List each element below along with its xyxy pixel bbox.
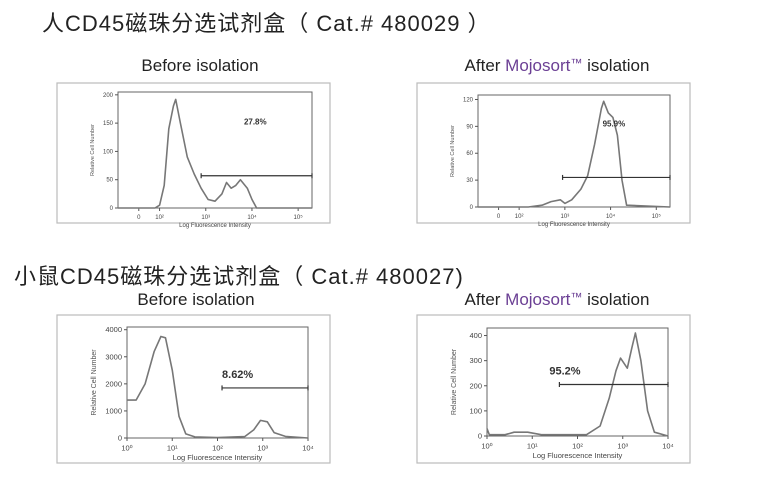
y-tick-label: 300	[469, 356, 482, 365]
y-tick-label: 150	[103, 121, 114, 127]
histogram-curve	[118, 98, 312, 209]
panel-frame	[416, 82, 691, 224]
y-tick-label: 4000	[105, 325, 122, 334]
y-tick-label: 0	[478, 432, 482, 441]
plot-area	[117, 91, 313, 209]
y-axis-label: Relative Cell Number	[90, 124, 96, 176]
human-before-subtitle: Before isolation	[141, 56, 259, 75]
x-axis-label: Log Fluorescence Intensity	[173, 453, 263, 462]
y-tick-label: 200	[469, 381, 482, 390]
trademark: ™	[570, 56, 583, 70]
y-axis-label: Relative Cell Number	[450, 125, 456, 177]
x-tick-label: 10⁴	[662, 442, 674, 451]
x-tick-label: 10⁴	[247, 214, 257, 221]
human-kit-title: 人CD45磁珠分选试剂盒（ Cat.# 480029 ）	[42, 11, 491, 36]
histogram-panel-mouse-before: 0 1000 2000 3000 4000 10⁰ 10¹ 10² 10³ 10⁴ Log Fluo…	[56, 314, 331, 464]
x-tick-label: 10¹	[167, 444, 178, 453]
mouse-after-subtitle: After Mojosort™ isolation	[465, 290, 650, 310]
y-tick-label: 200	[103, 93, 114, 99]
x-tick-label: 10⁴	[302, 444, 314, 453]
brand-name: Mojosort	[505, 290, 571, 309]
histogram-curve	[127, 335, 309, 439]
plot-area	[486, 327, 669, 437]
y-tick-label: 0	[470, 205, 474, 211]
x-tick-label: 10⁴	[606, 213, 616, 220]
x-tick-label: 10³	[561, 214, 570, 220]
y-tick-label: 100	[103, 149, 114, 155]
y-tick-label: 400	[469, 331, 482, 340]
x-tick-label: 10¹	[527, 442, 538, 451]
y-tick-label: 120	[463, 97, 474, 103]
after-text: After	[464, 56, 506, 75]
y-tick-label: 90	[466, 124, 473, 130]
plot-area	[126, 326, 309, 439]
brand-name: Mojosort	[505, 56, 571, 75]
x-tick-label: 10³	[257, 444, 268, 453]
y-axis-label: Relative Cell Number	[91, 349, 98, 416]
histogram-panel-human-before: 0 50 100 150 200 0 10² 10³ 10⁴ 10⁵ Log Fluorescenc…	[56, 82, 331, 229]
mouse-kit-title: 小鼠CD45磁珠分选试剂盒（ Cat.# 480027)	[14, 264, 464, 289]
x-tick-label: 10⁰	[481, 442, 492, 451]
histogram-panel-mouse-after: 0 100 200 300 400 10⁰ 10¹ 10² 10³ 10⁴ Log Fluoresc…	[416, 314, 691, 464]
human-after-subtitle: After Mojosort™ isolation	[465, 56, 650, 76]
x-axis-label: Log Fluorescence Intensity	[533, 451, 623, 460]
x-tick-label: 10⁰	[121, 444, 132, 453]
y-tick-label: 100	[469, 406, 482, 415]
y-tick-label: 0	[118, 434, 122, 443]
y-tick-label: 3000	[105, 352, 122, 361]
x-tick-label: 10²	[515, 214, 524, 220]
isolation-text: isolation	[582, 56, 650, 75]
x-axis-label: Log Fluorescence Intensity	[538, 222, 610, 228]
x-tick-label: 10²	[155, 215, 164, 221]
trademark: ™	[570, 290, 583, 304]
y-tick-label: 30	[466, 178, 473, 184]
x-axis-label: Log Fluorescence Intensity	[179, 223, 251, 229]
x-tick-label: 0	[497, 214, 501, 220]
histogram-curve	[478, 100, 671, 208]
x-tick-label: 10²	[572, 442, 583, 451]
panel-frame	[56, 82, 331, 224]
y-tick-label: 0	[110, 206, 114, 212]
gate-percentage: 95.9%	[603, 119, 626, 128]
gate-percentage: 8.62%	[222, 369, 253, 381]
y-tick-label: 50	[106, 178, 113, 184]
after-text: After	[464, 290, 506, 309]
x-tick-label: 10⁵	[652, 213, 662, 220]
panel-frame	[416, 314, 691, 464]
y-axis-label: Relative Cell Number	[451, 348, 458, 415]
gate-percentage: 27.8%	[244, 117, 267, 126]
x-tick-label: 0	[137, 215, 141, 221]
isolation-text: isolation	[582, 290, 650, 309]
y-tick-label: 2000	[105, 379, 122, 388]
x-tick-label: 10²	[212, 444, 223, 453]
x-tick-label: 10³	[617, 442, 628, 451]
mouse-before-subtitle: Before isolation	[137, 290, 255, 309]
plot-area	[477, 94, 671, 208]
gate-percentage: 95.2%	[549, 366, 580, 378]
y-tick-label: 1000	[105, 406, 122, 415]
x-tick-label: 10³	[201, 215, 210, 221]
panel-frame	[56, 314, 331, 464]
x-tick-label: 10⁵	[294, 214, 304, 221]
histogram-panel-human-after: 0 30 60 90 120 0 10² 10³ 10⁴ 10⁵ Log Fluorescence …	[416, 82, 691, 228]
y-tick-label: 60	[466, 151, 473, 157]
